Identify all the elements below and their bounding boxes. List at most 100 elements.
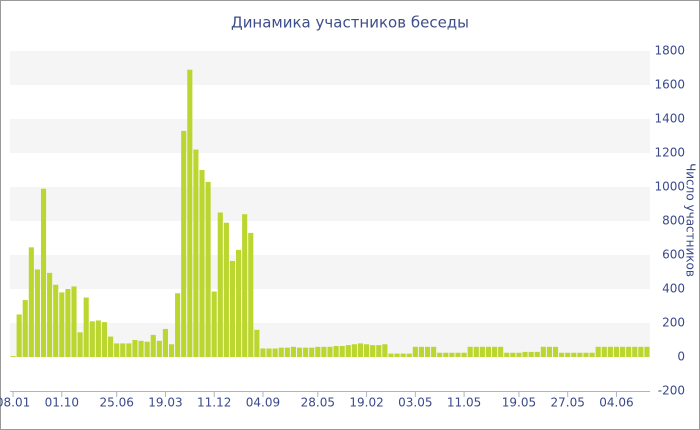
bar (516, 352, 522, 357)
bar (418, 346, 424, 357)
bar (351, 344, 357, 357)
x-tick-label: 28.05 (301, 396, 335, 410)
bar (296, 347, 303, 357)
x-tick-label: 08.01 (0, 396, 30, 410)
bar (10, 356, 16, 357)
bar (181, 130, 187, 357)
bar (498, 346, 504, 357)
bar (559, 352, 565, 357)
bar (260, 348, 266, 357)
bar (162, 328, 168, 357)
x-tick-label: 27.05 (551, 396, 585, 410)
grid-band (10, 119, 650, 153)
bar (607, 346, 613, 357)
bar (187, 69, 193, 357)
bar (53, 284, 59, 357)
bar (412, 346, 418, 357)
bar (193, 149, 199, 357)
bar (485, 346, 492, 357)
y-tick-label: -200 (658, 384, 685, 398)
bar (376, 345, 382, 357)
bar (522, 351, 528, 357)
bar (34, 269, 40, 357)
bar (546, 346, 552, 357)
y-tick-label: 1800 (654, 44, 685, 58)
bar (120, 343, 126, 357)
x-tick-label: 04.06 (599, 396, 633, 410)
grid-band (10, 255, 650, 289)
bar (168, 344, 175, 357)
bar (278, 347, 284, 357)
bar (101, 322, 108, 357)
bar (583, 352, 589, 357)
bar (266, 348, 272, 357)
bar (315, 346, 321, 357)
bar (364, 344, 370, 357)
y-axis-title: Число участников (684, 163, 698, 277)
y-tick-label: 1600 (654, 78, 685, 92)
bar (254, 329, 260, 357)
y-tick-label: 1200 (654, 146, 685, 160)
bar (242, 214, 248, 357)
bar (534, 351, 540, 357)
bar (144, 341, 150, 357)
bar (47, 272, 53, 357)
bar (431, 346, 437, 357)
bar (126, 343, 132, 357)
y-tick-label: 1000 (654, 180, 685, 194)
x-tick-label: 19.02 (349, 396, 383, 410)
bar (461, 352, 467, 357)
bar (138, 340, 144, 357)
bar (595, 346, 601, 357)
x-tick-label: 01.10 (45, 396, 79, 410)
bar (71, 286, 77, 357)
bar (65, 289, 71, 357)
bar (345, 345, 351, 357)
bar (303, 347, 309, 357)
bar (333, 345, 339, 357)
chart-title: Динамика участников беседы (231, 14, 469, 32)
bar (552, 346, 559, 357)
bar (424, 346, 431, 357)
y-tick-label: 600 (662, 248, 685, 262)
bar (577, 352, 583, 357)
bar (199, 170, 205, 357)
bar (223, 222, 229, 357)
y-tick-label: 800 (662, 214, 685, 228)
bar (388, 353, 394, 357)
bar (132, 340, 138, 357)
bar (83, 297, 89, 357)
bar (620, 346, 626, 357)
x-tick-label: 19.05 (502, 396, 536, 410)
y-tick-label: 200 (662, 316, 685, 330)
bar (272, 348, 278, 357)
bar (284, 347, 290, 357)
bar (150, 334, 156, 357)
bar (114, 343, 120, 357)
bar (290, 346, 296, 357)
bar (89, 321, 95, 357)
bar (211, 291, 217, 357)
bar (443, 352, 449, 357)
bar (22, 300, 28, 357)
bar (382, 344, 388, 357)
x-tick-label: 04.09 (246, 396, 280, 410)
bar (357, 343, 364, 357)
bar (510, 352, 516, 357)
bar (95, 320, 101, 357)
grid-band (10, 51, 650, 85)
bar (492, 346, 498, 357)
bar (632, 346, 638, 357)
x-tick-label: 25.06 (99, 396, 133, 410)
bar (28, 247, 34, 357)
bar (638, 346, 644, 357)
bar (479, 346, 485, 357)
bar (467, 346, 473, 357)
bar (571, 352, 577, 357)
bar (156, 340, 162, 357)
bar (40, 188, 47, 357)
bar (406, 353, 412, 357)
bar (229, 260, 236, 357)
bar (77, 332, 83, 357)
bar (321, 346, 327, 357)
